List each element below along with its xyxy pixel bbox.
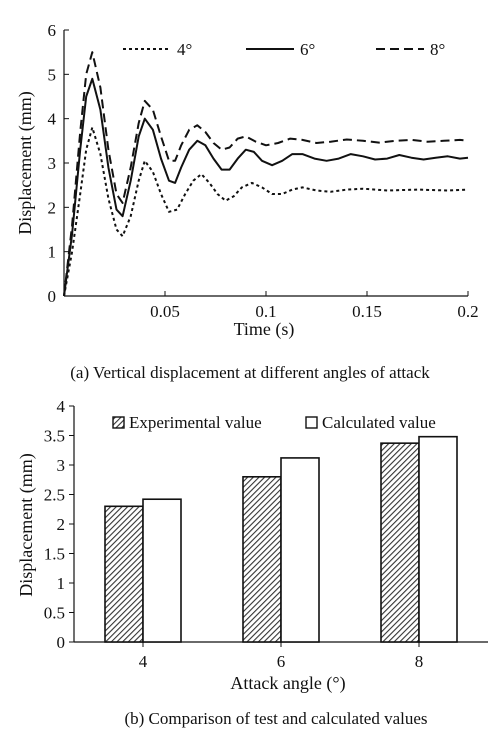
line-chart-x-tick-label: 0.1 xyxy=(255,302,276,321)
bar-chart-y-axis-title: Displacement (mm) xyxy=(16,453,37,596)
bar-chart-x-tick-label: 6 xyxy=(277,652,286,671)
bar-chart-y-ticks: 0 0.5 1 1.5 2 2.5 3 3.5 4 xyxy=(44,397,74,652)
bar-chart-y-tick-label: 4 xyxy=(57,397,66,416)
line-chart-y-tick-label: 6 xyxy=(48,21,57,40)
bar-calculated-6 xyxy=(280,457,320,643)
line-chart-x-ticks: 0.05 0.1 0.15 0.2 xyxy=(150,291,479,321)
bar-calculated-4 xyxy=(142,498,182,643)
line-chart-y-tick-label: 5 xyxy=(48,65,57,84)
bar-chart-y-tick-label: 1.5 xyxy=(44,545,65,564)
bar-chart-legend: Experimental value Calculated value xyxy=(112,413,436,432)
bar-chart-y-tick-label: 1 xyxy=(57,574,66,593)
bar-calculated-8 xyxy=(418,435,458,643)
bar-chart-caption: (b) Comparison of test and calculated va… xyxy=(124,709,427,728)
line-chart-x-axis-title: Time (s) xyxy=(234,319,295,340)
bar-chart-x-axis-title: Attack angle (°) xyxy=(230,673,345,694)
bar-chart-y-tick-label: 2 xyxy=(57,515,66,534)
bar-chart-bars xyxy=(104,435,458,643)
legend-swatch-calculated xyxy=(305,416,318,429)
line-chart-series xyxy=(63,51,469,297)
legend-label-calculated: Calculated value xyxy=(322,413,436,432)
line-chart-y-axis-title: Displacement (mm) xyxy=(15,91,36,234)
bar-chart-y-tick-label: 0 xyxy=(57,633,66,652)
line-chart-x-tick-label: 0.05 xyxy=(150,302,180,321)
legend-swatch-experimental xyxy=(112,416,125,429)
bar-experimental-8 xyxy=(380,442,420,643)
bar-chart-y-tick-label: 0.5 xyxy=(44,604,65,623)
line-chart-y-tick-label: 2 xyxy=(48,198,57,217)
line-chart-legend: 4° 6° 8° xyxy=(123,40,445,59)
bar-experimental-6 xyxy=(242,475,282,643)
legend-label-2: 6° xyxy=(300,40,315,59)
line-chart-x-tick-label: 0.15 xyxy=(352,302,382,321)
line-chart-y-ticks: 0 1 2 3 4 5 6 xyxy=(48,21,69,306)
line-chart-y-tick-label: 1 xyxy=(48,243,57,262)
bar-chart-x-tick-label: 8 xyxy=(415,652,424,671)
line-series-3 xyxy=(63,51,469,297)
bar-chart-y-tick-label: 3 xyxy=(57,456,66,475)
bar-chart-x-tick-label: 4 xyxy=(139,652,148,671)
bar-chart-y-tick-label: 2.5 xyxy=(44,486,65,505)
legend-label-1: 4° xyxy=(177,40,192,59)
legend-label-3: 8° xyxy=(430,40,445,59)
legend-label-experimental: Experimental value xyxy=(129,413,262,432)
line-chart: 0 1 2 3 4 5 6 0.05 0.1 0.15 0.2 4° 6° 8° Displaceme… xyxy=(15,21,479,382)
bar-chart-x-ticks: 4 6 8 xyxy=(139,642,424,671)
bar-chart-y-tick-label: 3.5 xyxy=(44,427,65,446)
bar-experimental-4 xyxy=(104,505,144,643)
bar-chart: 0 0.5 1 1.5 2 2.5 3 3.5 4 4 6 8 Experimental value… xyxy=(16,397,488,728)
line-chart-caption: (a) Vertical displacement at different a… xyxy=(70,363,430,382)
line-chart-y-tick-label: 3 xyxy=(48,154,57,173)
line-chart-y-tick-label: 4 xyxy=(48,110,57,129)
line-series-2 xyxy=(63,77,469,297)
line-chart-y-tick-label: 0 xyxy=(48,287,57,306)
line-chart-x-tick-label: 0.2 xyxy=(457,302,478,321)
